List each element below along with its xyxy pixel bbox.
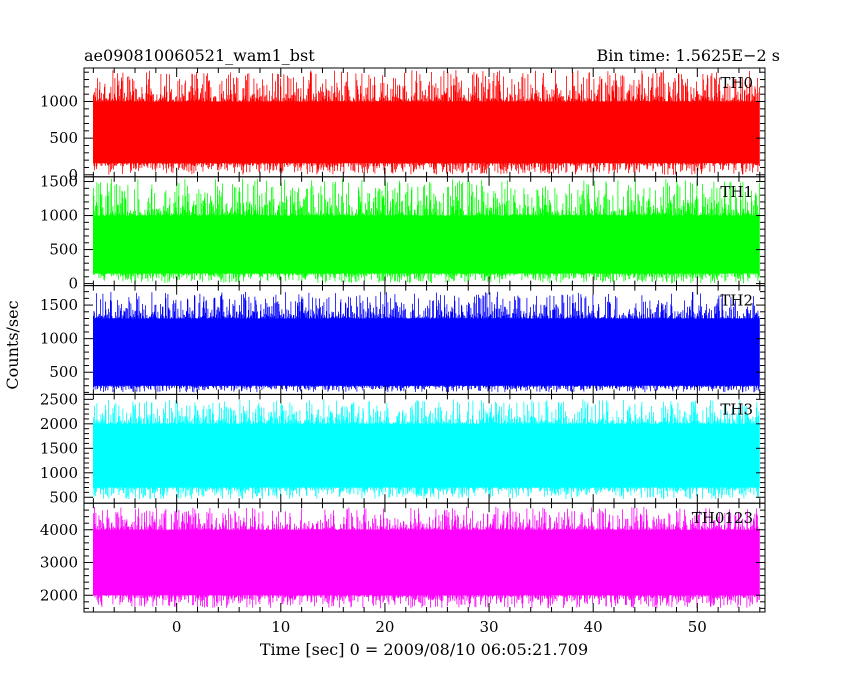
panel-th0: 0 500 1000 TH0 xyxy=(40,67,766,184)
y-tick-label-th0: 0 xyxy=(68,166,78,184)
y-tick-label-th1: 1000 xyxy=(40,207,78,225)
panel-th0123: 2000 3000 4000 TH0123 xyxy=(40,502,766,613)
series-th0123 xyxy=(93,506,760,609)
chart-title-right: Bin time: 1.5625E−2 s xyxy=(597,46,780,65)
panel-frame-th0123 xyxy=(83,502,766,613)
panel-th3: 500 1000 1500 2000 2500 TH3 xyxy=(40,390,766,506)
y-tick-label-th3: 500 xyxy=(49,488,78,506)
y-tick-label-th3: 2500 xyxy=(40,390,78,408)
panel-th1: 0 500 1000 1500 TH1 xyxy=(40,173,766,293)
y-tick-label-th3: 1000 xyxy=(40,464,78,482)
chart-title-left: ae090810060521_wam1_bst xyxy=(84,46,315,65)
series-th0 xyxy=(93,70,760,175)
series-th1 xyxy=(93,178,760,284)
y-tick-label-th1: 0 xyxy=(68,275,78,293)
series-label-th3: TH3 xyxy=(720,400,753,418)
y-tick-label-th3: 2000 xyxy=(40,415,78,433)
series-label-th1: TH1 xyxy=(720,183,753,201)
y-tick-label-th1: 1500 xyxy=(40,173,78,191)
y-tick-label-th1: 500 xyxy=(49,241,78,259)
y-tick-label-th0: 1000 xyxy=(40,93,78,111)
y-tick-label-th0123: 3000 xyxy=(40,554,78,572)
x-tick-label: 30 xyxy=(480,618,499,636)
y-axis-label: Counts/sec xyxy=(3,300,22,389)
y-tick-label-th2: 500 xyxy=(49,363,78,381)
x-axis-label: Time [sec] 0 = 2009/08/10 06:05:21.709 xyxy=(260,640,588,659)
x-tick-label: 0 xyxy=(172,618,182,636)
x-tick-label: 40 xyxy=(584,618,603,636)
y-tick-label-th0123: 2000 xyxy=(40,586,78,604)
series-label-th0: TH0 xyxy=(720,74,753,92)
y-tick-label-th0: 500 xyxy=(49,129,78,147)
series-label-th0123: TH0123 xyxy=(692,509,753,527)
x-tick-label: 20 xyxy=(375,618,394,636)
y-tick-label-th3: 1500 xyxy=(40,439,78,457)
panel-th2: 500 1000 1500 TH2 xyxy=(40,285,766,395)
y-tick-label-th2: 1500 xyxy=(40,296,78,314)
series-th2 xyxy=(93,291,760,393)
x-tick-label: 10 xyxy=(271,618,290,636)
x-tick-label: 50 xyxy=(688,618,707,636)
y-tick-label-th2: 1000 xyxy=(40,330,78,348)
series-th3 xyxy=(93,399,760,500)
y-tick-label-th0123: 4000 xyxy=(40,521,78,539)
series-label-th2: TH2 xyxy=(720,292,753,310)
